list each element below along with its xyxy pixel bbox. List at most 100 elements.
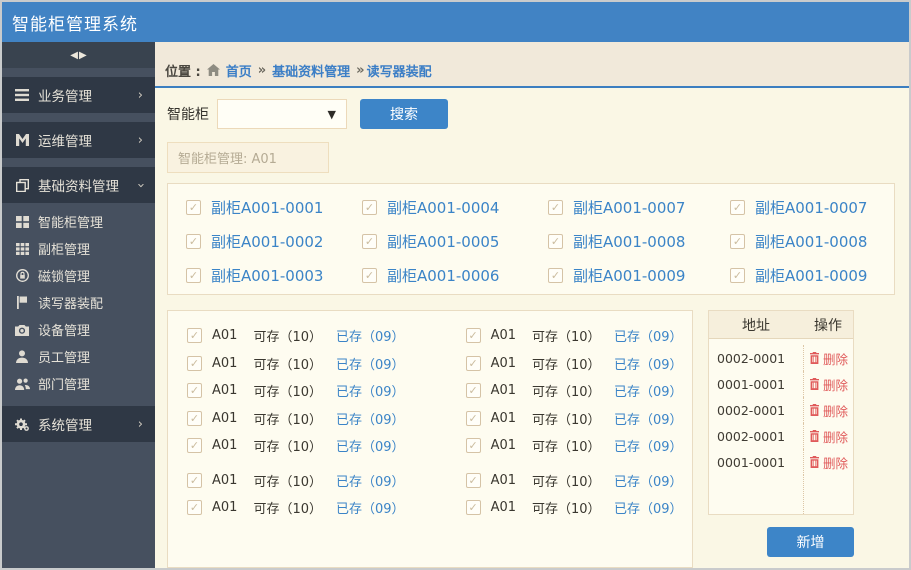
sub-cabinet-item: ✓ 副柜A001-0009: [548, 265, 730, 286]
delete-link[interactable]: 删除: [803, 345, 853, 371]
sidebar-item-ops-mgmt[interactable]: 运维管理 ›: [2, 122, 155, 158]
slot-stored-link[interactable]: 已存（09）: [614, 474, 683, 490]
slot-cabinet: A01: [490, 383, 517, 399]
checkbox-checked[interactable]: ✓: [186, 268, 201, 283]
checkbox-checked[interactable]: ✓: [730, 234, 745, 249]
slot-stored-link[interactable]: 已存（09）: [614, 502, 683, 518]
checkbox-checked[interactable]: ✓: [465, 500, 481, 516]
sub-cabinet-label[interactable]: 副柜A001-0009: [755, 267, 868, 285]
sidebar-item-sub-cabinet-mgmt[interactable]: 副柜管理: [2, 235, 155, 262]
checkbox-checked[interactable]: ✓: [187, 328, 202, 344]
slot-stored-link[interactable]: 已存（09）: [614, 440, 683, 456]
sub-cabinet-label[interactable]: 副柜A001-0004: [387, 199, 500, 217]
sidebar-item-business-mgmt[interactable]: 业务管理 ›: [2, 77, 155, 113]
breadcrumb-link-base-data[interactable]: 基础资料管理: [272, 64, 351, 80]
slot-available: 可存（10）: [532, 330, 601, 346]
sub-cabinet-item: ✓ 副柜A001-0008: [548, 231, 730, 252]
checkbox-checked[interactable]: ✓: [187, 472, 202, 488]
sub-cabinet-label[interactable]: 副柜A001-0003: [211, 267, 324, 285]
delete-link[interactable]: 删除: [803, 449, 853, 475]
slot-stored-link[interactable]: 已存（09）: [335, 502, 405, 518]
slot-stored-link[interactable]: 已存（09）: [335, 440, 405, 456]
sub-cabinet-label[interactable]: 副柜A001-0006: [387, 267, 500, 285]
sub-cabinet-label[interactable]: 副柜A001-0005: [387, 233, 500, 251]
sidebar-item-smart-cabinet-mgmt[interactable]: 智能柜管理: [2, 208, 155, 235]
checkbox-checked[interactable]: ✓: [465, 438, 481, 454]
sub-cabinet-item: ✓ 副柜A001-0006: [362, 265, 548, 286]
checkbox-checked[interactable]: ✓: [548, 234, 563, 249]
slot-available: 可存（10）: [532, 502, 601, 518]
slot-stored-link[interactable]: 已存（09）: [614, 385, 683, 401]
sub-cabinet-label[interactable]: 副柜A001-0002: [211, 233, 324, 251]
slot-stored-link[interactable]: 已存（09）: [335, 385, 405, 401]
slot-stored-link[interactable]: 已存（09）: [335, 474, 405, 490]
checkbox-checked[interactable]: ✓: [187, 500, 202, 516]
slot-stored-link[interactable]: 已存（09）: [335, 412, 405, 428]
grid-small-icon: [14, 242, 30, 255]
sidebar-collapse-toggle[interactable]: ◀ ▶: [2, 42, 155, 68]
checkbox-checked[interactable]: ✓: [465, 383, 481, 399]
slot-available: 可存（10）: [253, 412, 322, 428]
slot-stored-link[interactable]: 已存（09）: [614, 412, 683, 428]
delete-link[interactable]: 删除: [803, 397, 853, 423]
slot-cabinet: A01: [212, 500, 238, 516]
sub-cabinet-label[interactable]: 副柜A001-0007: [755, 199, 868, 217]
menu-lines-icon: [14, 89, 30, 102]
delete-link[interactable]: 删除: [803, 371, 853, 397]
checkbox-checked[interactable]: ✓: [730, 268, 745, 283]
checkbox-checked[interactable]: ✓: [187, 410, 202, 426]
slot-stored-link[interactable]: 已存（09）: [335, 330, 405, 346]
sub-cabinet-label[interactable]: 副柜A001-0007: [573, 199, 686, 217]
slot-available: 可存（10）: [532, 412, 601, 428]
checkbox-checked[interactable]: ✓: [548, 268, 563, 283]
checkbox-checked[interactable]: ✓: [187, 438, 202, 454]
sub-cabinet-label[interactable]: 副柜A001-0008: [755, 233, 868, 251]
slot-row: ✓ A01 可存（10） 已存（09）: [187, 467, 466, 495]
checkbox-checked[interactable]: ✓: [465, 472, 481, 488]
breadcrumb-link-home[interactable]: 首页: [225, 64, 252, 80]
checkbox-checked[interactable]: ✓: [187, 383, 202, 399]
checkbox-checked[interactable]: ✓: [362, 200, 377, 215]
sub-cabinet-label[interactable]: 副柜A001-0001: [211, 199, 324, 217]
sidebar-item-device-mgmt[interactable]: 设备管理: [2, 316, 155, 343]
slot-cabinet: A01: [490, 410, 517, 426]
sidebar-item-system-mgmt[interactable]: 系统管理 ›: [2, 406, 155, 442]
trash-icon: [810, 430, 819, 442]
sidebar-item-label: 读写器装配: [38, 297, 104, 312]
selected-cabinet-text: 智能柜管理: A01: [178, 152, 277, 167]
sidebar-item-reader-assembly[interactable]: 读写器装配: [2, 289, 155, 316]
breadcrumb-current-page[interactable]: 读写器装配: [366, 64, 432, 80]
checkbox-checked[interactable]: ✓: [730, 200, 745, 215]
sidebar-item-label: 智能柜管理: [38, 216, 104, 231]
gears-icon: [14, 418, 30, 431]
sub-cabinet-label[interactable]: 副柜A001-0009: [573, 267, 686, 285]
add-button[interactable]: 新增: [767, 527, 854, 557]
checkbox-checked[interactable]: ✓: [465, 355, 481, 371]
checkbox-checked[interactable]: ✓: [465, 410, 481, 426]
slot-stored-link[interactable]: 已存（09）: [614, 330, 683, 346]
sidebar-item-magnetic-lock-mgmt[interactable]: 磁锁管理: [2, 262, 155, 289]
cabinet-select[interactable]: ▼: [217, 99, 347, 129]
sidebar-item-department-mgmt[interactable]: 部门管理: [2, 370, 155, 397]
slot-stored-link[interactable]: 已存（09）: [335, 357, 405, 373]
breadcrumb-prefix: 位置 :: [165, 64, 201, 80]
app-title: 智能柜管理系统: [12, 14, 138, 35]
sidebar-item-employee-mgmt[interactable]: 员工管理: [2, 343, 155, 370]
sidebar: ◀ ▶ 业务管理 › 运维管理 › 基础资料管理: [2, 42, 155, 568]
checkbox-checked[interactable]: ✓: [465, 328, 481, 344]
checkbox-checked[interactable]: ✓: [362, 268, 377, 283]
slot-stored-link[interactable]: 已存（09）: [614, 357, 683, 373]
checkbox-checked[interactable]: ✓: [362, 234, 377, 249]
sub-cabinet-label[interactable]: 副柜A001-0008: [573, 233, 686, 251]
checkbox-checked[interactable]: ✓: [187, 355, 202, 371]
checkbox-checked[interactable]: ✓: [186, 234, 201, 249]
checkbox-checked[interactable]: ✓: [186, 200, 201, 215]
delete-link[interactable]: 删除: [803, 423, 853, 449]
sidebar-item-base-data-mgmt[interactable]: 基础资料管理 ›: [2, 167, 155, 203]
address-value: 0002-0001: [717, 402, 786, 418]
search-button[interactable]: 搜索: [360, 99, 448, 129]
slot-cabinet: A01: [212, 472, 238, 488]
checkbox-checked[interactable]: ✓: [548, 200, 563, 215]
address-row: 0002-0001 删除: [709, 397, 853, 423]
